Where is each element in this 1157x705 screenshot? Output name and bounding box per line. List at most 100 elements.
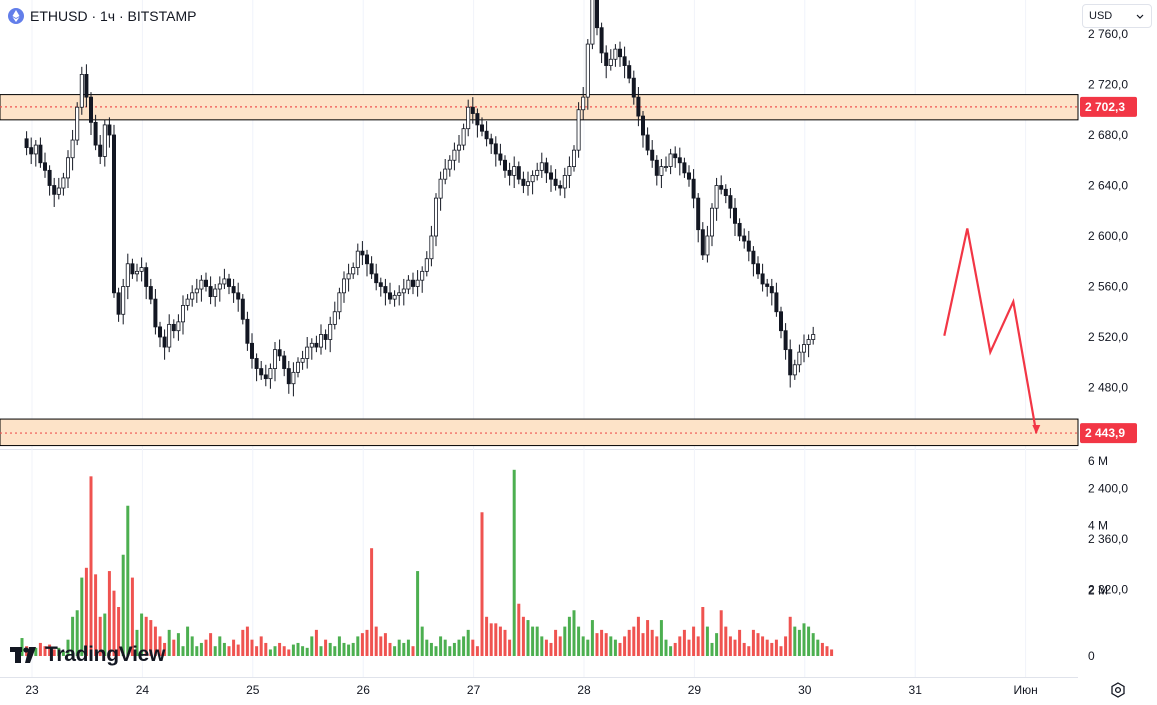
candle-body — [664, 166, 669, 168]
volume-bar — [544, 639, 548, 656]
volume-bar — [57, 647, 61, 656]
volume-bar — [236, 644, 240, 656]
volume-bar — [540, 636, 544, 656]
candle-body — [203, 279, 208, 287]
candle-body — [599, 27, 604, 54]
candle-body — [341, 278, 346, 294]
volume-bar — [457, 639, 461, 656]
tradingview-logo[interactable]: TradingView — [10, 643, 165, 667]
candle-body — [433, 197, 438, 237]
candle-body — [236, 292, 241, 300]
candle-body — [659, 166, 664, 176]
volume-bar — [126, 505, 130, 656]
candle-body — [700, 229, 705, 256]
time-tick-label: 25 — [246, 683, 260, 697]
candle-body — [544, 162, 549, 174]
volume-bar — [535, 626, 539, 656]
candle-body — [719, 185, 724, 190]
volume-bar — [232, 639, 236, 656]
candle-body — [783, 330, 788, 351]
volume-bar — [613, 639, 617, 656]
candle-body — [337, 292, 342, 313]
candle-body — [378, 282, 383, 287]
candle-body — [125, 263, 130, 287]
candle-body — [383, 286, 388, 294]
volume-bar — [471, 639, 475, 656]
candle-body — [245, 318, 250, 344]
candle-body — [622, 56, 627, 66]
gear-icon[interactable] — [1110, 682, 1126, 698]
candle-body — [636, 96, 641, 117]
volume-bar — [278, 642, 282, 656]
volume-bar — [241, 629, 245, 656]
candle-body — [765, 283, 770, 287]
volume-bar — [282, 646, 286, 656]
candle-body — [318, 334, 323, 348]
volume-bar — [664, 639, 668, 656]
time-tick-label: 26 — [357, 683, 371, 697]
candle-body — [415, 279, 420, 287]
volume-bar — [659, 620, 663, 656]
candle-body — [121, 286, 126, 315]
volume-bar — [107, 571, 111, 656]
candle-body — [737, 222, 742, 237]
candle-body — [645, 134, 650, 151]
candle-body — [714, 185, 719, 209]
candle-body — [24, 138, 29, 149]
candle-body — [56, 187, 61, 195]
volume-bar — [121, 554, 125, 656]
volume-bar — [287, 649, 291, 656]
symbol-title[interactable]: ETHUSD · 1ч · BITSTAMP — [30, 8, 197, 24]
candle-body — [535, 169, 540, 176]
volume-bar — [646, 620, 650, 656]
volume-bar — [448, 646, 452, 656]
volume-bar — [163, 642, 167, 656]
candle-body — [295, 361, 300, 373]
volume-bar — [153, 626, 157, 656]
volume-bar — [388, 642, 392, 656]
volume-bar — [374, 626, 378, 656]
candle-body — [581, 96, 586, 111]
candle-body — [751, 250, 756, 265]
candle-body — [677, 157, 682, 164]
candle-body — [502, 159, 507, 171]
candle-body — [728, 195, 733, 209]
volume-bar — [314, 629, 318, 656]
candle-body — [406, 279, 411, 290]
volume-bar — [632, 626, 636, 656]
price-tag — [1080, 96, 1137, 117]
candle-body — [489, 138, 494, 145]
currency-select[interactable]: USD — [1082, 4, 1152, 28]
candle-body — [374, 273, 379, 284]
candle-body — [475, 113, 480, 126]
candle-body — [401, 288, 406, 294]
currency-value: USD — [1089, 10, 1113, 22]
candle-body — [112, 134, 117, 294]
candle-body — [756, 263, 761, 275]
candle-body — [631, 77, 636, 98]
candle-body — [595, 0, 600, 29]
volume-bar — [558, 636, 562, 656]
volume-bar — [443, 639, 447, 656]
volume-bar — [167, 629, 171, 656]
candle-body — [43, 162, 48, 171]
volume-bar — [623, 636, 627, 656]
volume-bar — [494, 623, 498, 656]
volume-tick-label: 6 M — [1088, 454, 1108, 468]
candle-body — [769, 286, 774, 294]
candle-body — [576, 109, 581, 151]
volume-bar — [301, 646, 305, 656]
volume-bar — [549, 642, 553, 656]
volume-bar — [397, 639, 401, 656]
candle-body — [171, 323, 176, 332]
candle-body — [498, 153, 503, 161]
candle-body — [70, 139, 75, 159]
volume-bar — [678, 636, 682, 656]
price-tick-label: 2 320,0 — [1088, 583, 1128, 597]
candle-body — [452, 149, 457, 161]
time-tick-label: 29 — [688, 683, 702, 697]
candle-body — [309, 342, 314, 348]
candle-body — [305, 346, 310, 359]
candle-body — [180, 305, 185, 323]
